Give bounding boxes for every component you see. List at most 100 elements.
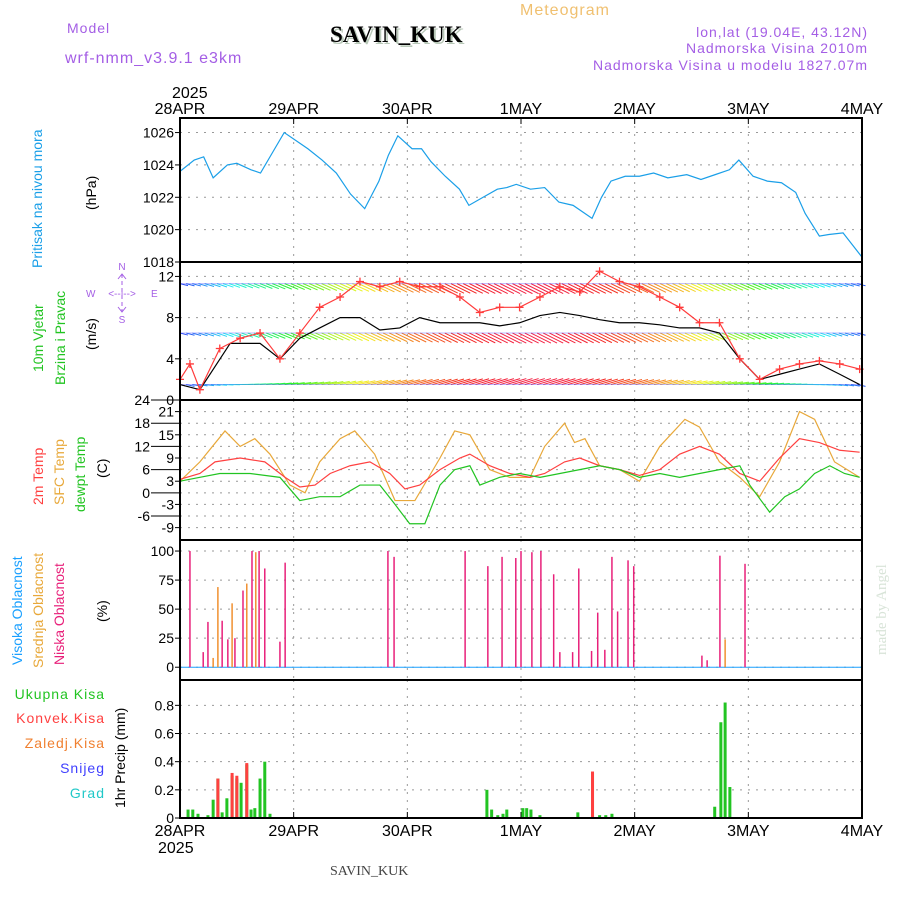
wind-barb <box>186 332 195 336</box>
total-rain-bar <box>211 799 215 818</box>
wind-barb <box>580 378 600 386</box>
wind-barb <box>567 283 588 294</box>
wind-barb <box>838 283 849 287</box>
wind-barb <box>844 384 854 387</box>
wind-barb <box>321 283 338 291</box>
wind-barb <box>777 383 790 386</box>
pressure-ylabel: (hPa) <box>83 176 99 210</box>
wind-barb <box>235 332 247 338</box>
wind-barb <box>315 283 331 291</box>
wind-barb <box>395 332 414 343</box>
wind-barb <box>426 378 446 386</box>
dewpt-title: dewpt Temp <box>72 437 88 512</box>
wind-barb <box>339 332 357 341</box>
wind-barb <box>302 283 318 291</box>
conv-rain-bar <box>591 771 595 818</box>
wind-barb <box>641 283 661 293</box>
wind-barb <box>296 283 312 291</box>
wind-barb <box>783 283 796 289</box>
gust-marker <box>315 303 324 312</box>
wind-barb <box>272 332 286 339</box>
total-rain-bar <box>521 808 525 818</box>
compass-west: W <box>86 289 96 300</box>
year-bottom: 2025 <box>158 840 194 857</box>
wind-barb <box>530 332 552 344</box>
wind-barb <box>567 378 588 386</box>
wind-barb <box>376 379 395 386</box>
wind-gust-line <box>179 270 860 392</box>
gust-marker <box>755 375 764 384</box>
total-rain-bar <box>538 815 542 818</box>
gust-marker <box>395 277 404 286</box>
wind-barb <box>641 332 661 343</box>
sfc-temp-line <box>179 410 860 502</box>
x-tick-label-bottom: 2MAY <box>613 823 656 840</box>
wind-barb <box>315 332 331 341</box>
conv-rain-bar <box>216 778 220 818</box>
wind-barb <box>462 283 484 294</box>
wind-barb <box>469 283 490 294</box>
total-rain-bar <box>723 702 727 818</box>
wind-barb <box>259 283 273 289</box>
y-tick-label: 0.4 <box>155 754 175 770</box>
wind-barb <box>499 332 521 344</box>
wind-barb <box>376 332 395 342</box>
x-tick-label-top: 2MAY <box>613 101 656 118</box>
wind-barb <box>727 381 744 386</box>
wind-barb <box>758 283 773 290</box>
wind-barb <box>721 283 738 291</box>
wind-barb <box>721 332 738 341</box>
x-tick-label-top: 29APR <box>268 101 319 118</box>
wind-barb <box>278 283 292 290</box>
wind-barb <box>444 332 465 344</box>
wind-barb <box>598 332 619 344</box>
wind-barb <box>629 379 649 386</box>
dewpoint-line <box>179 465 860 525</box>
wind-barb <box>518 378 539 386</box>
wind-barb <box>832 384 843 386</box>
wind-barb <box>697 380 714 386</box>
wind-barb <box>333 283 350 292</box>
credit: made by Angel <box>874 564 890 655</box>
wind-barb <box>678 283 696 293</box>
y-tick-label: 0 <box>142 485 150 501</box>
wind-barb <box>789 283 802 289</box>
wind-barb <box>832 332 843 337</box>
y-tick-label: 25 <box>158 630 174 646</box>
total-rain-bar <box>598 815 602 818</box>
wind-barb <box>616 283 637 294</box>
y-tick-label: 1020 <box>143 222 174 238</box>
wind-barb <box>672 283 690 293</box>
wind-barb <box>684 332 702 342</box>
wind-barb <box>469 332 490 344</box>
wind-barb <box>555 332 576 344</box>
y-tick-label: 1022 <box>143 189 174 205</box>
wind-barb <box>266 283 280 290</box>
gust-marker <box>835 359 844 368</box>
wind-barb <box>672 332 690 342</box>
wind-barb <box>302 332 318 340</box>
wind-barb <box>481 378 502 386</box>
gust-marker <box>495 303 504 312</box>
gust-marker <box>535 293 544 302</box>
wind-barb <box>715 283 732 292</box>
wind-barb <box>481 283 502 294</box>
total-rain-bar <box>196 813 200 818</box>
wind-barb <box>832 283 843 288</box>
wind-barb <box>432 332 452 343</box>
wind-barb <box>358 380 376 386</box>
wind-barb <box>259 332 273 339</box>
wind-barb <box>192 283 202 287</box>
wind-barb <box>487 283 508 294</box>
compass-south: S <box>119 315 126 326</box>
wind-barb <box>407 283 427 294</box>
wind-barb <box>783 332 796 339</box>
model-name: wrf-nmm_v3.9.1 e3km <box>64 50 242 67</box>
wind-barb <box>592 378 613 386</box>
wind-barb <box>807 283 820 289</box>
wind-barb <box>370 332 389 342</box>
wind-barb <box>727 283 744 291</box>
temp2m-title: 2m Temp <box>30 447 46 505</box>
wind-barb <box>764 382 779 386</box>
wind-barb <box>813 332 825 338</box>
